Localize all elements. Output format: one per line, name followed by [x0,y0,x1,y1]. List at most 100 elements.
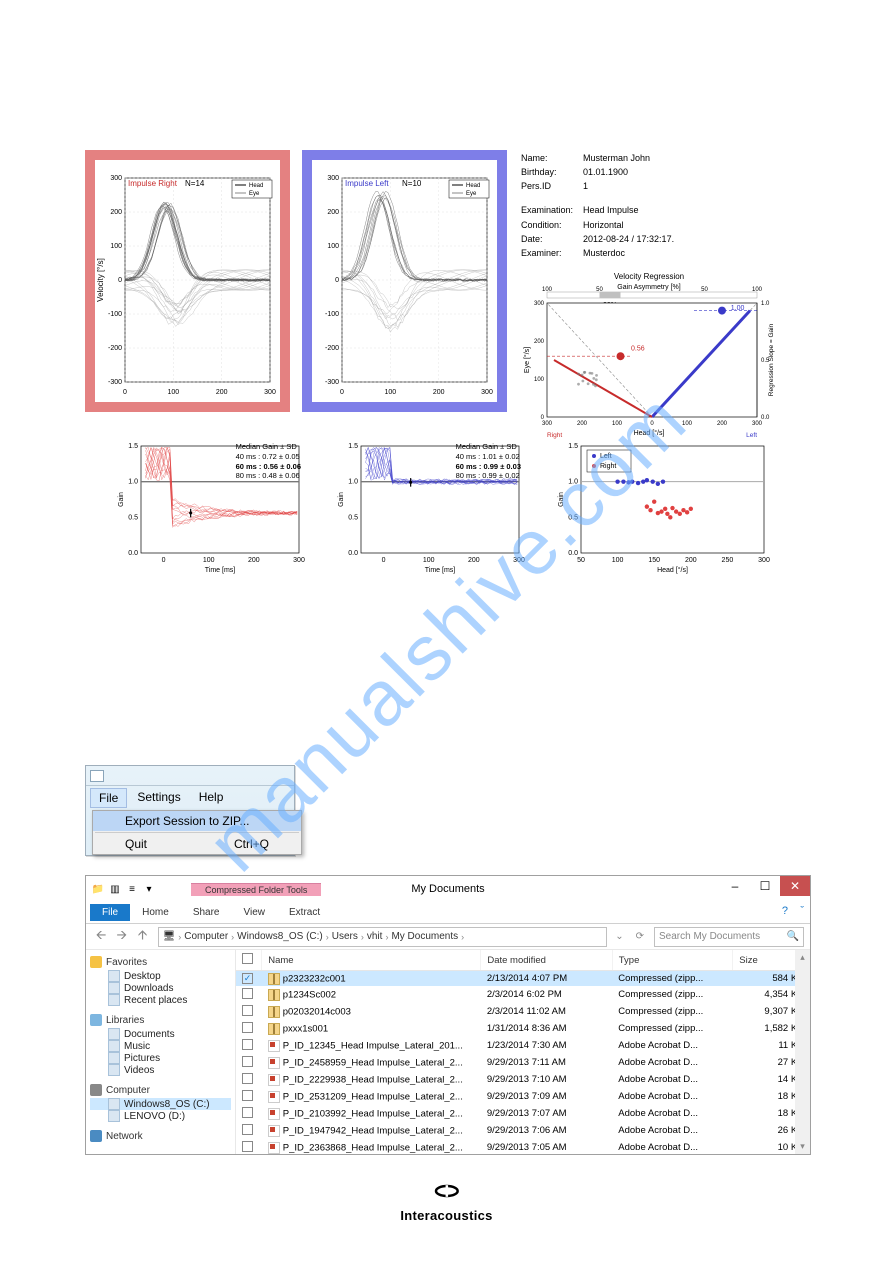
column-header[interactable]: Date modified [481,950,612,971]
row-checkbox[interactable] [242,1005,253,1016]
help-icon[interactable]: ? [782,905,788,917]
ribbon-tab-file[interactable]: File [90,904,130,921]
ribbon-tab-view[interactable]: View [232,904,278,921]
file-row[interactable]: P_ID_2458959_Head Impulse_Lateral_2... 9… [236,1054,810,1071]
window-controls[interactable]: – ☐ ✕ [720,876,810,896]
file-row[interactable]: p1234Sc002 2/3/2014 6:02 PMCompressed (z… [236,986,810,1003]
nav-arrows[interactable]: 🡨 🡪 🡩 [92,928,152,946]
file-row[interactable]: P_ID_1947942_Head Impulse_Lateral_2... 9… [236,1122,810,1139]
row-checkbox[interactable] [242,1124,253,1135]
sidebar-group[interactable]: Computer [90,1084,231,1096]
breadcrumb-item[interactable]: Computer [184,931,228,942]
ribbon-tab-share[interactable]: Share [181,904,232,921]
file-row[interactable]: P_ID_2531209_Head Impulse_Lateral_2... 9… [236,1088,810,1105]
sidebar-item[interactable]: Music [90,1040,231,1052]
menu-file[interactable]: File [90,788,127,808]
sidebar-item[interactable]: Videos [90,1064,231,1076]
file-list[interactable]: NameDate modifiedTypeSize ✓ p2323232c001… [236,950,810,1154]
sidebar-item[interactable]: Recent places [90,994,231,1006]
file-row[interactable]: ✓ p2323232c001 2/13/2014 4:07 PMCompress… [236,971,810,987]
svg-text:300: 300 [534,301,545,307]
close-button[interactable]: ✕ [780,876,810,896]
svg-text:0: 0 [382,557,386,564]
scroll-up-icon[interactable]: ▴ [795,950,810,965]
impulse-left-chart: 0100200300-300-200-1000100200300Impulse … [302,150,507,412]
selectall-checkbox[interactable] [242,953,253,964]
row-checkbox[interactable] [242,1022,253,1033]
back-button[interactable]: 🡨 [92,928,110,946]
minimize-button[interactable]: – [720,876,750,896]
info-value: Musterdoc [583,247,674,259]
svg-text:-300: -300 [108,379,122,386]
breadcrumb-item[interactable]: My Documents [391,931,458,942]
scroll-down-icon[interactable]: ▾ [795,1139,810,1154]
up-button[interactable]: 🡩 [134,928,152,946]
svg-text:1.0: 1.0 [128,479,138,486]
info-value: 01.01.1900 [583,166,674,178]
menu-settings[interactable]: Settings [129,788,188,808]
sidebar-item[interactable]: Windows8_OS (C:) [90,1098,231,1110]
gain-left-chart: 01002003000.00.51.01.5Time [ms]GainMedia… [335,440,525,575]
row-checkbox[interactable] [242,1039,253,1050]
sidebar-item[interactable]: Documents [90,1028,231,1040]
sidebar[interactable]: Favorites DesktopDownloadsRecent places Li… [86,950,236,1154]
row-checkbox[interactable] [242,1056,253,1067]
row-checkbox[interactable] [242,1107,253,1118]
column-header[interactable]: Name [262,950,481,971]
sidebar-group[interactable]: Favorites [90,956,231,968]
quicklaunch[interactable]: 📁 ▥ ≡ ▾ [86,881,161,897]
svg-text:100: 100 [612,557,624,564]
row-checkbox[interactable] [242,988,253,999]
breadcrumb-item[interactable]: Windows8_OS (C:) [237,931,323,942]
ribbon-tab-home[interactable]: Home [130,904,181,921]
sidebar-item[interactable]: Downloads [90,982,231,994]
svg-text:200: 200 [433,389,445,396]
svg-text:0: 0 [162,557,166,564]
menu-item[interactable]: QuitCtrl+Q [93,834,301,854]
column-header[interactable]: Type [612,950,733,971]
file-row[interactable]: P_ID_2103992_Head Impulse_Lateral_2... 9… [236,1105,810,1122]
pdf-icon [268,1057,280,1069]
svg-text:Velocity Regression: Velocity Regression [614,272,684,281]
row-checkbox[interactable]: ✓ [242,973,253,984]
file-row[interactable]: pxxx1s001 1/31/2014 8:36 AMCompressed (z… [236,1020,810,1037]
sidebar-item[interactable]: LENOVO (D:) [90,1110,231,1122]
ribbon[interactable]: FileHomeShareViewExtract ˇ ? [86,902,810,924]
pdf-icon [268,1040,280,1052]
file-dropdown[interactable]: Export Session to ZIP... QuitCtrl+Q [92,810,302,855]
file-row[interactable]: P_ID_2229938_Head Impulse_Lateral_2... 9… [236,1071,810,1088]
scrollbar[interactable]: ▴ ▾ [795,950,810,1154]
row-checkbox[interactable] [242,1073,253,1084]
velocity-regression-chart: Velocity RegressionGain Asymmetry [%]28%… [519,269,779,439]
sidebar-group[interactable]: Network [90,1130,231,1142]
svg-text:100: 100 [384,389,396,396]
sidebar-item[interactable]: Desktop [90,970,231,982]
dropdown-icon[interactable]: ⌄ [613,931,625,942]
svg-text:1.0: 1.0 [761,301,770,307]
search-input[interactable]: Search My Documents 🔍 [654,927,804,947]
row-checkbox[interactable] [242,1141,253,1152]
chevron-down-icon[interactable]: ▾ [141,881,157,897]
svg-text:300: 300 [264,389,276,396]
menu-item[interactable]: Export Session to ZIP... [93,811,301,831]
fwd-button[interactable]: 🡪 [113,928,131,946]
breadcrumb-item[interactable]: Users [332,931,358,942]
file-row[interactable]: P_ID_2363868_Head Impulse_Lateral_2... 9… [236,1139,810,1154]
breadcrumb[interactable]: 🖥›Computer›Windows8_OS (C:)›Users›vhit›M… [158,927,608,947]
info-label: Birthday: [521,166,581,178]
svg-text:300: 300 [327,175,339,182]
breadcrumb-item[interactable]: vhit [367,931,383,942]
row-checkbox[interactable] [242,1090,253,1101]
file-row[interactable]: p02032014c003 2/3/2014 11:02 AMCompresse… [236,1003,810,1020]
explorer-body: Favorites DesktopDownloadsRecent places Li… [86,950,810,1154]
maximize-button[interactable]: ☐ [750,876,780,896]
file-row[interactable]: P_ID_12345_Head Impulse_Lateral_201... 1… [236,1037,810,1054]
menu-help[interactable]: Help [191,788,232,808]
svg-text:200: 200 [248,557,260,564]
ribbon-tab-extract[interactable]: Extract [277,904,332,921]
sidebar-item[interactable]: Pictures [90,1052,231,1064]
menubar[interactable]: FileSettingsHelp [86,786,294,810]
sidebar-group[interactable]: Libraries [90,1014,231,1026]
chevron-up-icon[interactable]: ˇ [800,905,804,917]
refresh-icon[interactable]: ⟳ [632,931,648,942]
